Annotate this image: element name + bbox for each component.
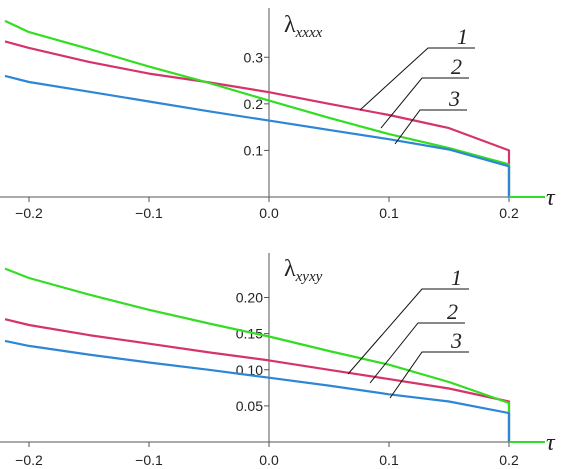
y-tick-label: 0.2: [244, 96, 264, 112]
y-tick-label: 0.15: [236, 326, 263, 342]
y-tick-label: 0.05: [236, 398, 263, 414]
curve-label: 2: [451, 54, 462, 79]
x-tick-label: −0.2: [15, 452, 43, 468]
curve-label: 3: [448, 86, 460, 111]
curve-leader-line: [394, 109, 467, 145]
curve-leader-line: [380, 77, 469, 129]
curve-label: 2: [447, 299, 458, 324]
x-tick-label: 0.2: [499, 205, 519, 221]
y-tick-label: 0.20: [236, 290, 263, 306]
x-axis-title: τ: [546, 430, 556, 456]
series-line-2: [4, 19, 511, 197]
curve-label: 1: [457, 24, 468, 49]
y-axis-title: λxxxx: [284, 12, 323, 41]
series-line-1: [4, 40, 511, 197]
y-axis-title: λxyxy: [284, 256, 323, 285]
series-line-3: [4, 339, 511, 442]
x-tick-label: −0.1: [135, 452, 163, 468]
x-tick-label: 0.0: [259, 205, 279, 221]
curve-leader-line: [389, 351, 469, 399]
chart-panel-2: −0.2 −0.1 0.0 0.1 0.20.050.100.150.20λxyxyτ1…: [0, 253, 556, 468]
x-tick-label: −0.1: [135, 205, 163, 221]
series-line-2: [4, 267, 511, 442]
curve-leader-line: [347, 288, 469, 375]
x-tick-label: 0.1: [379, 205, 399, 221]
x-tick-label: 0.1: [379, 452, 399, 468]
x-axis-title: τ: [546, 185, 556, 211]
x-tick-label: 0.0: [259, 452, 279, 468]
series-line-1: [4, 318, 511, 442]
series-line-3: [4, 74, 511, 197]
curve-label: 1: [451, 265, 462, 290]
x-tick-label: −0.2: [15, 205, 43, 221]
curve-leader-line: [359, 47, 475, 111]
y-tick-label: 0.1: [244, 142, 264, 158]
curve-leader-line: [369, 322, 465, 384]
chart-panel-1: −0.2 −0.1 0.0 0.1 0.2 0.1 0.2 0.3 λxxxx τ 1 2 3: [0, 8, 556, 221]
x-tick-label: 0.2: [499, 452, 519, 468]
y-tick-label: 0.3: [244, 49, 264, 65]
curve-label: 3: [450, 328, 462, 353]
